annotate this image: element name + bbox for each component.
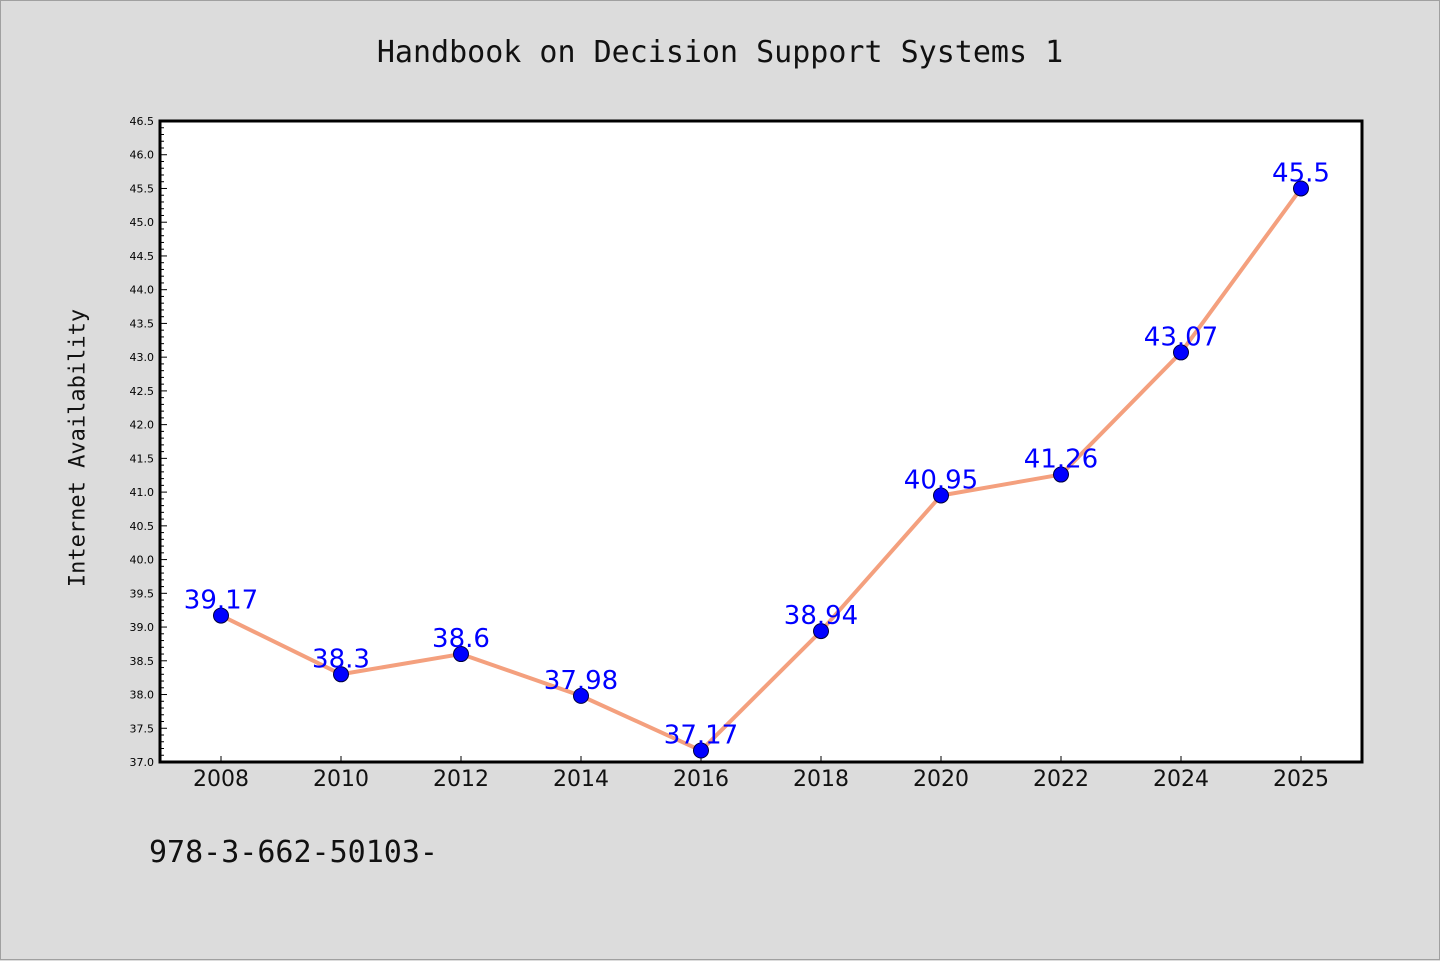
x-tick-label: 2020 [913,767,969,792]
chart-title: Handbook on Decision Support Systems 1 [376,35,1064,70]
data-point-marker [333,666,349,683]
data-point-marker [813,623,829,640]
y-tick-label: 41.0 [130,486,155,499]
y-tick-label: 44.5 [130,250,155,263]
x-tick-label: 2018 [793,767,849,792]
x-tick-label: 2022 [1033,767,1089,792]
y-tick-label: 39.5 [130,587,155,600]
y-tick-label: 41.5 [130,452,155,465]
data-point-marker [1053,466,1069,483]
data-point-marker [1293,180,1309,197]
x-tick-label: 2012 [433,767,489,792]
data-label: 45.5 [1272,158,1330,188]
y-tick-label: 40.0 [130,554,155,567]
y-tick-label: 42.0 [130,419,155,432]
x-tick-label: 2025 [1273,767,1329,792]
data-label: 37.17 [664,721,738,751]
x-tick-label: 2008 [193,767,249,792]
data-label: 39.17 [184,586,258,616]
footer-code: 978-3-662-50103- [149,835,438,870]
y-tick-label: 37.5 [130,722,155,735]
data-point-marker [213,607,229,624]
y-tick-label: 46.5 [130,115,155,128]
y-tick-label: 38.5 [130,655,155,668]
y-tick-label: 39.0 [130,621,155,634]
y-tick-label: 45.0 [130,216,155,229]
data-label: 37.98 [544,666,618,696]
y-tick-label: 37.0 [130,756,155,769]
y-tick-label: 40.5 [130,520,155,533]
y-tick-label: 43.5 [130,317,155,330]
plot-frame [158,119,1364,764]
data-point-marker [933,487,949,504]
x-tick-label: 2024 [1153,767,1209,792]
data-label: 43.07 [1144,322,1218,352]
data-label: 41.26 [1024,445,1098,475]
data-label: 38.6 [432,624,490,654]
x-tick-label: 2010 [313,767,369,792]
data-label: 38.94 [784,601,858,631]
y-tick-label: 43.0 [130,351,155,364]
data-point-marker [573,687,589,704]
x-tick-label: 2016 [673,767,729,792]
data-point-marker [453,646,469,663]
data-point-marker [693,742,709,759]
data-label: 40.95 [904,465,978,495]
y-tick-label: 45.5 [130,182,155,195]
y-tick-label: 42.5 [130,385,155,398]
data-label: 38.3 [312,644,370,674]
series-line [220,187,1303,753]
y-tick-label: 44.0 [130,284,155,297]
x-tick-label: 2014 [553,767,609,792]
data-point-marker [1173,344,1189,361]
y-tick-label: 46.0 [130,149,155,162]
y-tick-label: 38.0 [130,689,155,702]
